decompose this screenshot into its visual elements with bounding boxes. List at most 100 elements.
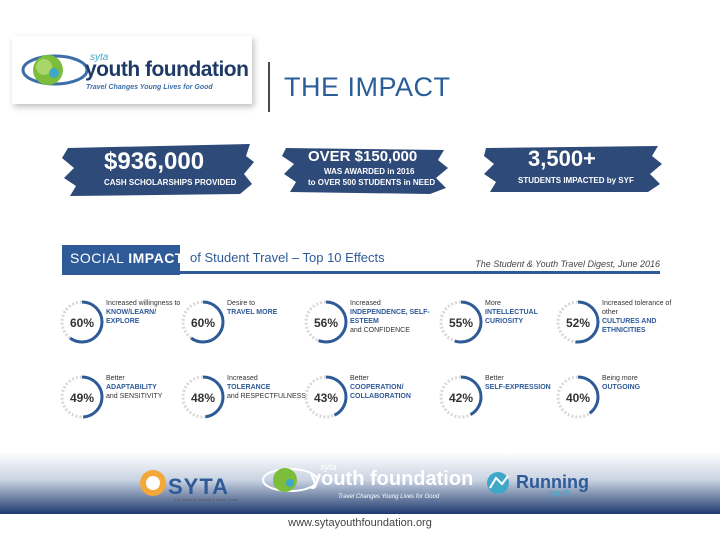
progress-ring [60, 375, 104, 419]
progress-ring [181, 375, 225, 419]
impact-stat-item: 40% Being more OUTGOING [556, 372, 684, 434]
progress-ring-fill [439, 300, 483, 344]
progress-ring [556, 300, 600, 344]
progress-ring-fill [556, 300, 600, 344]
progress-ring-fill [439, 375, 483, 419]
progress-ring [181, 300, 225, 344]
social-impact-label: SOCIAL IMPACT [70, 250, 184, 266]
progress-ring [304, 300, 348, 344]
stat-description-highlight: INTELLECTUAL CURIOSITY [485, 309, 538, 325]
impact-stat-item: 56% Increased INDEPENDENCE, SELF-ESTEEM and… [304, 297, 432, 359]
stat-description-pre: Better [350, 375, 369, 382]
footer-yf-tagline: Travel Changes Young Lives for Good [338, 494, 440, 500]
stat-description-post: and RESPECTFULNESS [227, 393, 306, 400]
footer-syta-tagline: The Voice of Student & Youth Travel [174, 497, 239, 502]
stat-description-highlight: TRAVEL MORE [227, 309, 278, 316]
footer-syta-logo: SYTA [168, 474, 230, 499]
stat-percent: 42% [448, 391, 474, 405]
stat-percent: 60% [69, 316, 95, 330]
banner-impacted-value: 3,500+ [528, 146, 596, 171]
banner-brushstroke [62, 144, 254, 196]
progress-ring-fill [181, 300, 225, 344]
footer-band [0, 452, 720, 514]
progress-ring [556, 375, 600, 419]
banner-brushstroke [282, 148, 448, 194]
progress-ring-fill [181, 375, 225, 419]
banner-brushstroke [484, 146, 662, 192]
footer-yf-brand-main: youth foundation [310, 468, 474, 490]
stat-description: Increased INDEPENDENCE, SELF-ESTEEM and CO… [350, 299, 432, 335]
source-citation: The Student & Youth Travel Digest, June … [475, 259, 660, 269]
stat-description-pre: Increased tolerance of other [602, 300, 672, 316]
stat-description-post: and SENSITIVITY [106, 393, 163, 400]
stat-percent: 56% [313, 316, 339, 330]
impact-stat-item: 48% Increased TOLERANCE and RESPECTFULNESS [181, 372, 309, 434]
progress-ring [304, 375, 348, 419]
title-divider [268, 62, 270, 112]
progress-ring [439, 300, 483, 344]
stat-description-highlight: SELF-EXPRESSION [485, 384, 551, 391]
globe-icon [21, 54, 89, 86]
impact-subtitle: of Student Travel – Top 10 Effects [190, 250, 385, 265]
footer-running-small: youth [548, 488, 571, 498]
logo-brand-main: youth foundation [85, 58, 249, 81]
stat-description-highlight: CULTURES and ETHNICITIES [602, 318, 657, 334]
banner-cash-label: CASH SCHOLARSHIPS PROVIDED [104, 178, 237, 187]
impact-stat-item: 43% Better COOPERATION/ COLLABORATION [304, 372, 432, 434]
stat-description-highlight: KNOW/LEARN/ EXPLORE [106, 309, 157, 325]
stat-description: Increased TOLERANCE and RESPECTFULNESS [227, 374, 309, 401]
logo-brand-small: syta [90, 52, 109, 63]
stat-description-highlight: OUTGOING [602, 384, 641, 391]
stat-description-highlight: INDEPENDENCE, SELF-ESTEEM [350, 309, 430, 325]
stat-percent: 52% [565, 316, 591, 330]
stat-description-pre: Better [485, 375, 504, 382]
impact-stat-item: 52% Increased tolerance of other CULTURES … [556, 297, 684, 359]
stat-description-pre: More [485, 300, 501, 307]
stat-percent: 48% [190, 391, 216, 405]
stat-description-pre: Increased [350, 300, 381, 307]
progress-ring-fill [556, 375, 600, 419]
stat-description-pre: Increased [227, 375, 258, 382]
stat-description: More INTELLECTUAL CURIOSITY [485, 299, 567, 326]
globe-icon [262, 468, 318, 492]
page-title: THE IMPACT [284, 72, 451, 102]
footer-url[interactable]: www.sytayouthfoundation.org [288, 517, 432, 529]
stat-description-highlight: COOPERATION/ COLLABORATION [350, 384, 411, 400]
stat-description-highlight: TOLERANCE [227, 384, 271, 391]
stat-percent: 55% [448, 316, 474, 330]
stat-description: Increased tolerance of other CULTURES and… [602, 299, 684, 335]
stat-description: Better ADAPTABILITY and SENSITIVITY [106, 374, 188, 401]
logo-tagline: Travel Changes Young Lives for Good [86, 84, 213, 91]
impact-stat-item: 60% Desire to TRAVEL MORE [181, 297, 307, 359]
stat-description-post: and CONFIDENCE [350, 327, 410, 334]
stat-description-pre: Desire to [227, 300, 256, 307]
progress-ring-fill [304, 300, 348, 344]
footer-yf-brand-small: syta [320, 462, 337, 472]
stat-description-highlight: ADAPTABILITY [106, 384, 157, 391]
stat-description: Increased willingness to KNOW/LEARN/ EXPL… [106, 299, 188, 326]
banner-impacted-label: STUDENTS IMPACTED by SYF [518, 176, 634, 185]
progress-ring-fill [60, 375, 104, 419]
stat-description: Better SELF-EXPRESSION [485, 374, 567, 392]
stat-percent: 43% [313, 391, 339, 405]
progress-ring [439, 375, 483, 419]
progress-ring [60, 300, 104, 344]
footer-running-logo: Running [516, 472, 589, 492]
banner-students-label: to OVER 500 STUDENTS in NEED [308, 178, 436, 187]
impact-stat-item: 55% More INTELLECTUAL CURIOSITY [439, 297, 567, 359]
banner-awarded-value: OVER $150,000 [308, 148, 418, 165]
syta-logo-icon [140, 470, 166, 496]
impact-stat-item: 49% Better ADAPTABILITY and SENSITIVITY [60, 372, 188, 434]
impact-rule [180, 271, 660, 274]
stat-percent: 49% [69, 391, 95, 405]
social-impact-bar [62, 245, 180, 275]
stat-description-pre: Being more [602, 375, 638, 382]
stat-percent: 40% [565, 391, 591, 405]
stat-percent: 60% [190, 316, 216, 330]
impact-stat-item: 42% Better SELF-EXPRESSION [439, 372, 567, 434]
stat-description: Better COOPERATION/ COLLABORATION [350, 374, 432, 401]
banner-cash-value: $936,000 [104, 148, 205, 175]
progress-ring-fill [304, 375, 348, 419]
stat-description: Being more OUTGOING [602, 374, 684, 392]
banner-awarded-label: WAS AWARDED in 2016 [324, 167, 415, 176]
